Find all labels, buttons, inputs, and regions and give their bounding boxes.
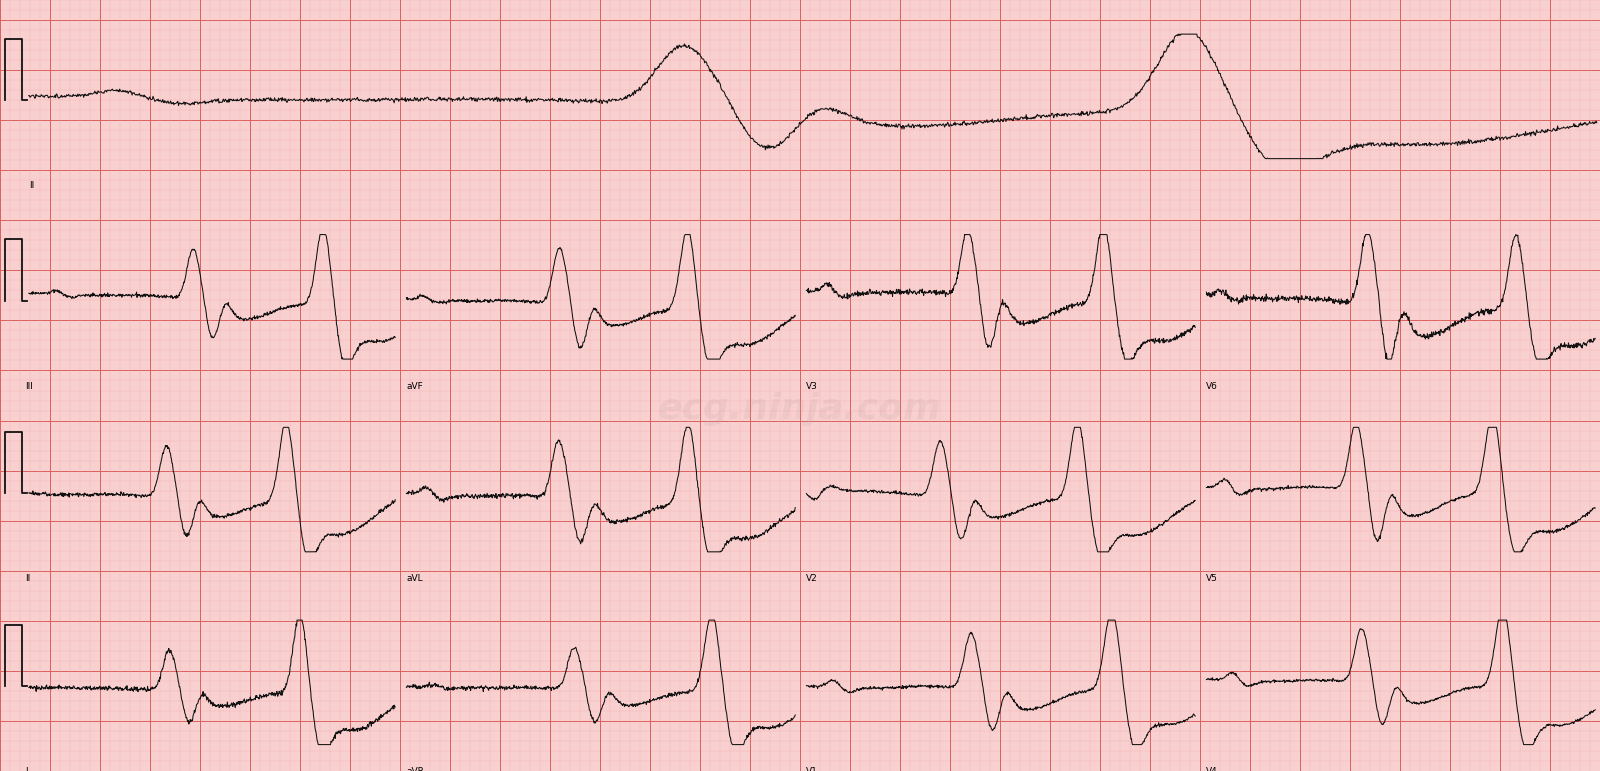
Text: V1: V1 (806, 767, 818, 771)
Text: aVL: aVL (406, 574, 422, 584)
Text: V6: V6 (1206, 382, 1218, 391)
Text: II: II (26, 574, 30, 584)
Text: V5: V5 (1206, 574, 1218, 584)
Text: V4: V4 (1206, 767, 1218, 771)
Text: III: III (26, 382, 34, 391)
Text: II: II (29, 181, 34, 190)
Text: aVF: aVF (406, 382, 422, 391)
Text: ecg.ninja.com: ecg.ninja.com (658, 392, 942, 426)
Text: aVR: aVR (406, 767, 424, 771)
Text: V3: V3 (806, 382, 818, 391)
Text: V2: V2 (806, 574, 818, 584)
Text: I: I (26, 767, 29, 771)
